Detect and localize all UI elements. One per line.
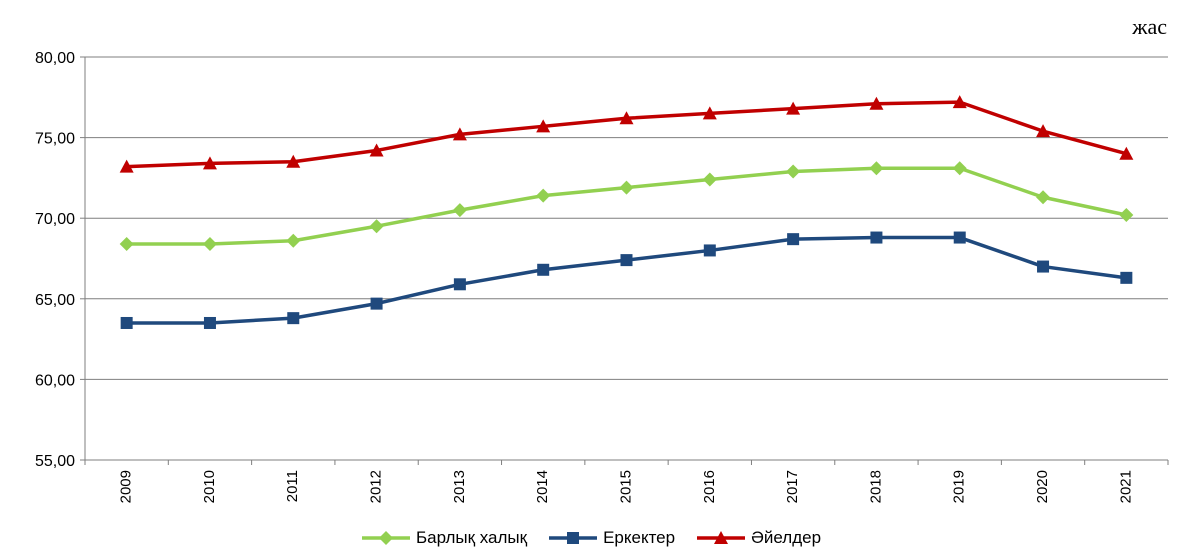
series-line: [126, 235, 1127, 325]
data-point: [453, 278, 466, 291]
data-point: [620, 254, 633, 267]
data-point: [202, 156, 217, 170]
x-tick-label: 2014: [534, 470, 551, 503]
y-tick-label: 60,00: [35, 372, 75, 389]
x-tick-label: 2019: [951, 470, 968, 503]
legend-item: Еркектер: [547, 528, 675, 548]
data-point: [786, 101, 801, 115]
series-3: [119, 95, 1134, 173]
data-point: [286, 154, 301, 168]
data-point: [702, 106, 717, 120]
series-1: [119, 161, 1134, 251]
data-point: [703, 244, 716, 257]
data-point: [536, 188, 551, 203]
legend-swatch: [361, 531, 410, 545]
data-point: [1119, 146, 1134, 160]
x-tick-label: 2012: [368, 470, 385, 503]
data-point: [119, 236, 134, 251]
y-tick-label: 80,00: [35, 50, 75, 67]
legend-item: Барлық халық: [360, 528, 527, 548]
data-point: [952, 95, 967, 109]
data-point: [702, 172, 717, 187]
legend-label: Еркектер: [603, 528, 676, 547]
data-point: [619, 111, 634, 125]
series-group: [119, 95, 1134, 329]
x-tick-label: 2009: [118, 470, 135, 503]
data-point: [537, 263, 550, 276]
x-tick-label: 2015: [617, 470, 634, 503]
data-point: [202, 236, 217, 251]
data-point: [952, 161, 967, 176]
x-tick-label: 2011: [284, 470, 301, 502]
legend-label: Барлық халық: [415, 528, 528, 547]
x-tick-label: 2018: [867, 470, 884, 503]
y-tick-label: 55,00: [35, 453, 75, 470]
legend-marker: [378, 531, 393, 545]
axes: [84, 57, 1168, 461]
legend-swatch: [697, 531, 746, 544]
data-point: [286, 233, 301, 248]
x-tick-label: 2010: [201, 470, 218, 503]
data-point: [953, 231, 966, 244]
data-point: [536, 119, 551, 133]
y-tick-label: 65,00: [35, 292, 75, 309]
data-point: [370, 297, 383, 310]
data-point: [619, 180, 634, 195]
series-2: [120, 231, 1133, 329]
x-tick-label: 2017: [784, 470, 801, 503]
data-point: [787, 233, 800, 246]
data-point: [452, 127, 467, 141]
x-tick-label: 2021: [1117, 470, 1134, 503]
legend-marker: [714, 531, 729, 544]
data-point: [369, 143, 384, 157]
data-point: [870, 231, 883, 244]
legend-swatch: [549, 532, 598, 544]
data-point: [369, 219, 384, 234]
legend-marker: [567, 532, 580, 544]
x-axis-ticks: 2009 2010 2011 2012 2013 2014 2015 2016 2017 2018…: [84, 460, 1169, 503]
data-point: [287, 312, 300, 325]
data-point: [1120, 271, 1133, 284]
data-point: [869, 161, 884, 176]
legend-item: Әйелдер: [695, 528, 821, 548]
x-tick-label: 2020: [1034, 470, 1051, 503]
data-point: [786, 164, 801, 179]
y-tick-label: 70,00: [35, 211, 75, 228]
data-point: [1037, 260, 1050, 273]
legend-label: Әйелдер: [751, 528, 822, 547]
data-point: [452, 203, 467, 218]
data-point: [1119, 207, 1134, 222]
data-point: [120, 316, 133, 329]
x-tick-label: 2013: [451, 470, 468, 503]
y-axis-ticks: 55,00 60,00 65,00 70,00 75,00 80,00: [35, 50, 85, 470]
unit-label: жас: [1132, 14, 1167, 39]
legend: Барлық халық Еркектер Әйелдер: [0, 528, 1181, 548]
data-point: [119, 159, 134, 173]
data-point: [1036, 124, 1051, 138]
x-tick-label: 2016: [701, 470, 718, 503]
data-point: [1036, 190, 1051, 205]
data-point: [203, 316, 216, 329]
data-point: [869, 96, 884, 110]
series-line: [126, 166, 1127, 246]
y-tick-label: 75,00: [35, 131, 75, 148]
